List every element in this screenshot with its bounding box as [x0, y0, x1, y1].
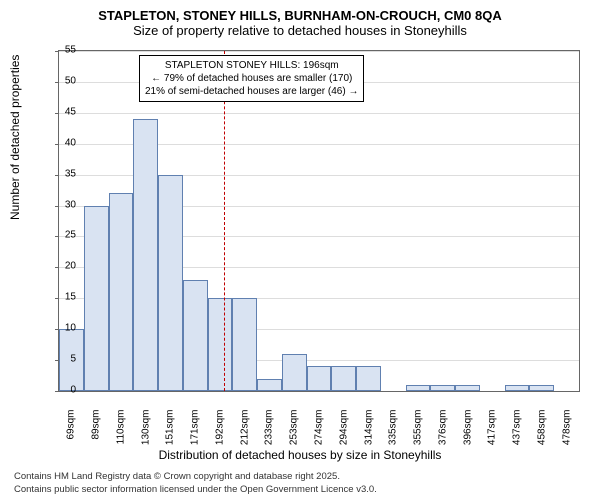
y-tick-mark [55, 82, 59, 83]
y-tick-label: 15 [65, 292, 76, 303]
histogram-bar [430, 385, 455, 391]
footer-line2: Contains public sector information licen… [14, 484, 377, 496]
y-tick-label: 10 [65, 323, 76, 334]
y-tick-label: 45 [65, 106, 76, 117]
x-tick-label: 335sqm [388, 410, 399, 450]
title-sub: Size of property relative to detached ho… [0, 23, 600, 42]
chart-container: STAPLETON, STONEY HILLS, BURNHAM-ON-CROU… [0, 0, 600, 500]
y-tick-label: 20 [65, 261, 76, 272]
y-tick-label: 5 [70, 354, 76, 365]
gridline [59, 113, 579, 114]
histogram-bar [158, 175, 183, 391]
histogram-bar [455, 385, 480, 391]
histogram-bar [505, 385, 530, 391]
x-axis-label: Distribution of detached houses by size … [0, 448, 600, 462]
y-tick-label: 55 [65, 45, 76, 56]
x-tick-label: 233sqm [264, 410, 275, 450]
x-tick-label: 69sqm [66, 410, 77, 450]
x-tick-label: 130sqm [140, 410, 151, 450]
y-tick-mark [55, 206, 59, 207]
reference-line [224, 51, 225, 391]
x-tick-label: 212sqm [239, 410, 250, 450]
x-tick-label: 478sqm [561, 410, 572, 450]
x-tick-label: 417sqm [487, 410, 498, 450]
y-tick-label: 40 [65, 137, 76, 148]
y-tick-label: 50 [65, 75, 76, 86]
x-tick-label: 171sqm [190, 410, 201, 450]
x-tick-label: 437sqm [512, 410, 523, 450]
x-tick-label: 314sqm [363, 410, 374, 450]
x-tick-label: 396sqm [462, 410, 473, 450]
y-tick-mark [55, 236, 59, 237]
x-tick-label: 253sqm [289, 410, 300, 450]
y-tick-label: 0 [70, 385, 76, 396]
histogram-bar [356, 366, 381, 391]
histogram-bar [406, 385, 431, 391]
y-tick-mark [55, 51, 59, 52]
x-tick-label: 89sqm [91, 410, 102, 450]
plot-area: STAPLETON STONEY HILLS: 196sqm ← 79% of … [58, 50, 580, 392]
x-tick-label: 151sqm [165, 410, 176, 450]
histogram-bar [109, 193, 134, 391]
y-tick-mark [55, 391, 59, 392]
histogram-bar [257, 379, 282, 391]
histogram-bar [208, 298, 233, 391]
histogram-bar [282, 354, 307, 391]
x-tick-label: 458sqm [536, 410, 547, 450]
histogram-bar [529, 385, 554, 391]
x-tick-label: 274sqm [314, 410, 325, 450]
gridline [59, 51, 579, 52]
histogram-bar [331, 366, 356, 391]
y-tick-mark [55, 113, 59, 114]
y-axis-label: Number of detached properties [8, 55, 22, 220]
x-tick-label: 355sqm [413, 410, 424, 450]
y-tick-mark [55, 175, 59, 176]
x-tick-label: 192sqm [214, 410, 225, 450]
y-tick-mark [55, 267, 59, 268]
histogram-bar [232, 298, 257, 391]
annotation-line3: 21% of semi-detached houses are larger (… [145, 85, 358, 98]
y-tick-label: 25 [65, 230, 76, 241]
y-tick-label: 35 [65, 168, 76, 179]
histogram-bar [307, 366, 332, 391]
footer-line1: Contains HM Land Registry data © Crown c… [14, 471, 377, 483]
x-tick-label: 294sqm [338, 410, 349, 450]
x-tick-label: 376sqm [437, 410, 448, 450]
annotation-line2: ← 79% of detached houses are smaller (17… [145, 72, 358, 85]
histogram-bar [183, 280, 208, 391]
y-tick-mark [55, 144, 59, 145]
y-tick-mark [55, 298, 59, 299]
annotation-line1: STAPLETON STONEY HILLS: 196sqm [145, 59, 358, 72]
title-main: STAPLETON, STONEY HILLS, BURNHAM-ON-CROU… [0, 0, 600, 23]
y-tick-label: 30 [65, 199, 76, 210]
histogram-bar [84, 206, 109, 391]
x-tick-label: 110sqm [115, 410, 126, 450]
footer: Contains HM Land Registry data © Crown c… [14, 471, 377, 496]
annotation-box: STAPLETON STONEY HILLS: 196sqm ← 79% of … [139, 55, 364, 102]
histogram-bar [133, 119, 158, 391]
